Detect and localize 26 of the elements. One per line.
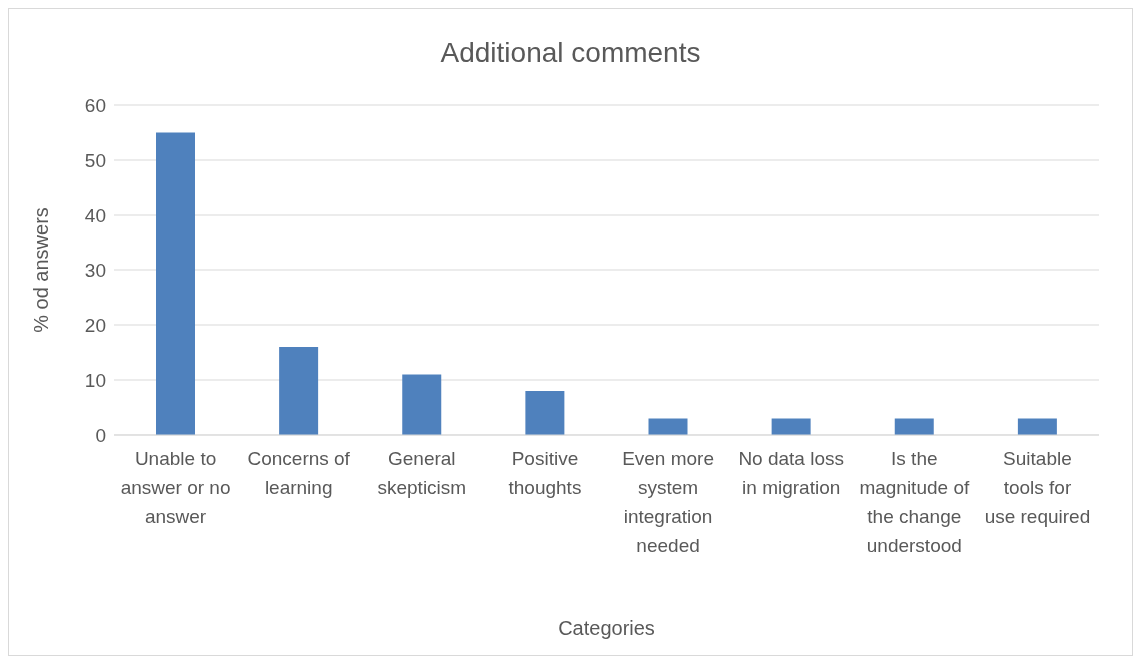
y-tick-label: 40 xyxy=(84,204,106,226)
x-tick-label: Even more system integration needed xyxy=(622,448,714,556)
x-tick-label: Concerns of learning xyxy=(247,448,351,498)
bar xyxy=(648,418,688,435)
y-tick-label: 20 xyxy=(84,314,106,336)
x-tick-label: Positive thoughts xyxy=(508,448,582,498)
y-tick-label: 30 xyxy=(84,259,106,281)
x-tick-label: No data loss in migration xyxy=(738,448,844,498)
bar xyxy=(279,347,319,435)
x-tick-label: Unable to answer or no answer xyxy=(120,448,231,527)
bar xyxy=(156,132,195,435)
bar xyxy=(894,418,934,435)
bar xyxy=(771,418,811,435)
x-axis-title: Categories xyxy=(558,617,655,639)
bar xyxy=(402,374,442,435)
y-tick-label: 10 xyxy=(84,369,106,391)
y-tick-label: 0 xyxy=(95,424,106,446)
bar xyxy=(1017,418,1057,435)
bar xyxy=(525,391,565,435)
x-tick-label: Suitable tools for use required xyxy=(984,448,1091,527)
chart-title: Additional comments xyxy=(439,37,702,69)
y-tick-label: 60 xyxy=(84,94,106,116)
y-tick-label: 50 xyxy=(84,149,106,171)
y-axis-title: % od answers xyxy=(30,207,53,333)
x-tick-label: Is the magnitude of the change understood xyxy=(859,448,970,556)
x-tick-label: General skepticism xyxy=(377,448,467,498)
